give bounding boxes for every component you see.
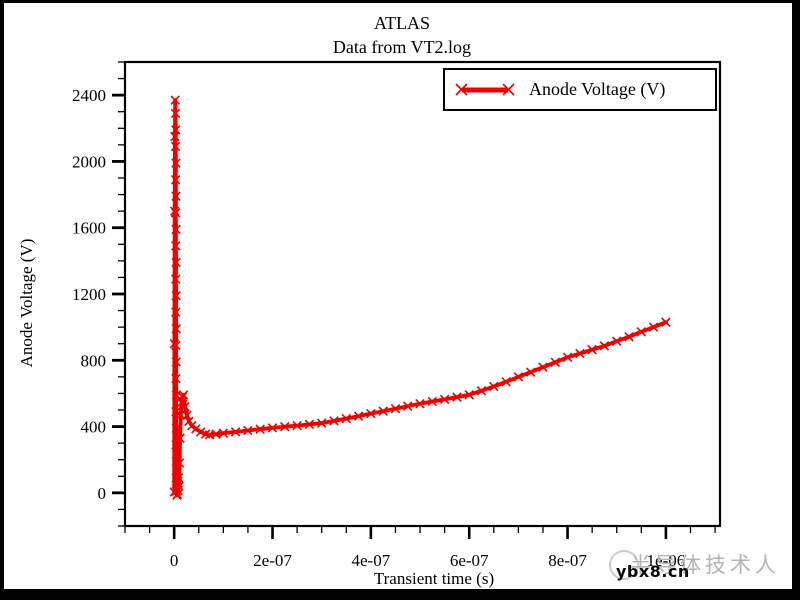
legend-marker-icon — [455, 82, 515, 96]
x-tick-label: 4e-07 — [352, 551, 391, 570]
y-tick-label: 400 — [81, 418, 107, 437]
y-tick-label: 2400 — [72, 86, 106, 105]
plot-title: ATLAS — [373, 13, 430, 33]
chart-area: 0 2e-07 4e-07 6e-07 8e-07 1e-06 0 400 800 1200 160… — [72, 60, 722, 570]
x-tick-label: 2e-07 — [253, 551, 292, 570]
axis-ticks — [112, 61, 716, 539]
y-tick-label: 800 — [81, 351, 107, 370]
y-axis-label: Anode Voltage (V) — [17, 238, 36, 368]
plot-canvas: ATLAS Data from VT2.log 0 2e-07 4e-07 6e-07… — [4, 3, 792, 589]
series-line — [172, 98, 668, 498]
plot-border — [123, 60, 722, 528]
y-tick-label: 2000 — [72, 152, 106, 171]
legend-label: Anode Voltage (V) — [529, 79, 666, 99]
x-tick-label: 1e-06 — [647, 551, 686, 570]
tick-labels: 0 2e-07 4e-07 6e-07 8e-07 1e-06 0 400 800 1200 160… — [72, 86, 685, 570]
y-tick-label: 1600 — [72, 219, 106, 238]
x-tick-label: 0 — [170, 551, 179, 570]
series-markers — [169, 95, 671, 501]
title-block: ATLAS Data from VT2.log — [4, 11, 800, 60]
x-tick-label: 6e-07 — [450, 551, 489, 570]
legend: Anode Voltage (V) — [443, 68, 717, 111]
y-tick-label: 0 — [98, 484, 107, 503]
plot-subtitle: Data from VT2.log — [332, 37, 472, 58]
x-tick-label: 8e-07 — [548, 551, 587, 570]
x-axis-label: Transient time (s) — [373, 569, 495, 588]
y-tick-label: 1200 — [72, 285, 106, 304]
